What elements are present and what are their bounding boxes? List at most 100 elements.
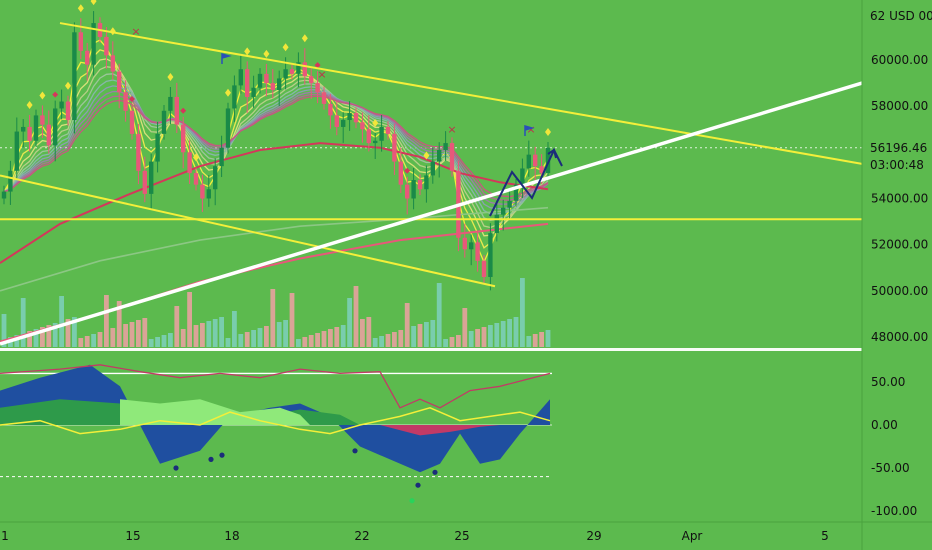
- candle-body: [8, 170, 13, 192]
- candle-body: [1, 191, 7, 199]
- signal-red-diamond: [129, 96, 135, 103]
- oscillator-pane: [0, 364, 552, 504]
- oscillator-tick-label: 50.00: [871, 375, 905, 389]
- osc-red-fill: [380, 425, 500, 436]
- candle-body: [411, 180, 416, 199]
- volume-bar: [449, 337, 455, 347]
- date-tick-label: 22: [354, 529, 369, 543]
- signal-diamond: [372, 118, 379, 127]
- volume-bar: [187, 292, 192, 347]
- volume-bar: [33, 329, 39, 347]
- volume-bar: [251, 330, 256, 347]
- signal-diamond: [77, 4, 84, 13]
- candle-body: [27, 126, 32, 141]
- price-axis-top-label: 62 USD 00: [870, 9, 932, 23]
- candle-body: [40, 115, 45, 125]
- candle-body: [341, 120, 346, 127]
- volume-bar: [334, 327, 340, 347]
- date-tick-label: 15: [125, 529, 140, 543]
- volume-bar: [136, 320, 141, 347]
- candle-body: [53, 108, 58, 146]
- price-axis[interactable]: 60000.0058000.0056000.0054000.0052000.00…: [871, 53, 928, 344]
- signal-flag: [221, 53, 232, 64]
- signal-diamond: [109, 27, 116, 36]
- candle-body: [238, 69, 243, 86]
- candle-body: [117, 71, 122, 93]
- signal-diamond: [301, 34, 308, 43]
- candle-body: [507, 200, 512, 208]
- volume-bar: [168, 333, 173, 347]
- oscillator-axis[interactable]: 50.00 0.00 -50.00 -100.00: [871, 375, 917, 518]
- signal-diamond: [263, 49, 270, 58]
- candle-body: [123, 92, 128, 111]
- osc-dot: [352, 448, 358, 454]
- candle-body: [245, 69, 250, 97]
- volume-bar: [91, 334, 96, 347]
- volume-bar: [545, 330, 551, 347]
- signal-red-diamond: [314, 62, 321, 69]
- date-axis[interactable]: 1 15 18 22 25 29 Apr 5: [1, 529, 829, 543]
- volume-bar: [385, 334, 391, 347]
- volume-bar: [443, 339, 448, 347]
- rising-support-trendline[interactable]: [0, 81, 863, 346]
- candle-body: [385, 126, 391, 134]
- candle-body: [469, 242, 474, 250]
- volume-bar: [289, 293, 295, 347]
- trendlines[interactable]: [0, 22, 863, 346]
- volume-bar: [46, 325, 52, 347]
- candle-body: [168, 96, 173, 111]
- candle-body: [14, 131, 19, 171]
- candle-body: [251, 87, 256, 97]
- last-price-value: 56196.46: [870, 141, 927, 155]
- volume-bar: [225, 338, 231, 347]
- volume-bar: [347, 298, 352, 347]
- resistance-trendline[interactable]: [59, 22, 863, 165]
- volume-bar: [59, 296, 64, 347]
- candle-body: [366, 129, 371, 144]
- lower-trendline[interactable]: [0, 174, 496, 288]
- signal-cross: ×: [526, 123, 535, 136]
- signal-diamond: [26, 100, 33, 109]
- volume-bar: [398, 330, 404, 347]
- volume-bar: [232, 311, 237, 347]
- candle-body: [481, 260, 487, 277]
- osc-dot: [409, 498, 415, 504]
- candle-body: [59, 101, 64, 109]
- signal-cross: ×: [131, 25, 140, 38]
- oscillator-tick-label: -100.00: [871, 504, 917, 518]
- volume-bar: [526, 336, 532, 347]
- osc-red-line: [0, 364, 551, 409]
- volume-bar: [78, 338, 84, 347]
- candle-body: [219, 147, 224, 167]
- date-tick-label: 5: [821, 529, 829, 543]
- candle-body: [283, 69, 288, 79]
- projection-arrow-path[interactable]: [489, 147, 563, 217]
- candle-body: [424, 175, 429, 190]
- price-axis-panel: [862, 0, 932, 550]
- volume-bar: [52, 323, 58, 347]
- volume-bar: [417, 324, 423, 347]
- candle-body: [296, 62, 301, 74]
- volume-bar: [366, 317, 372, 347]
- drawn-arrows[interactable]: [489, 147, 563, 217]
- pane-separator[interactable]: [0, 348, 862, 351]
- candle-body: [417, 180, 423, 190]
- osc-dot: [415, 482, 421, 488]
- volume-bar: [302, 337, 308, 347]
- candle-body: [462, 237, 467, 250]
- signal-diamond: [282, 43, 289, 52]
- price-tick-label: 52000.00: [871, 238, 928, 252]
- candle-body: [21, 126, 26, 132]
- volume-bar: [328, 329, 333, 347]
- candle-body: [257, 73, 263, 88]
- volume-bar: [20, 298, 26, 347]
- volume-bar: [468, 331, 474, 347]
- volume-bar: [116, 301, 122, 347]
- osc-dot: [173, 465, 179, 471]
- volume-bar: [392, 332, 397, 347]
- candle-body: [225, 108, 231, 148]
- volume-bar: [488, 325, 493, 347]
- signal-diamond: [90, 0, 97, 6]
